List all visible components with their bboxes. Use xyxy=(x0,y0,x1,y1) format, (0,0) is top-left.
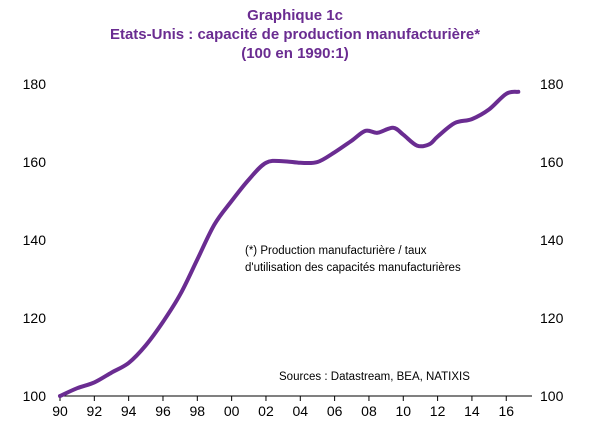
footnote-line-2: d'utilisation des capacités manufacturiè… xyxy=(245,262,461,274)
y-tick-label-left: 100 xyxy=(23,388,47,404)
chart-series xyxy=(58,89,521,398)
chart-ticks: 90 92 94 96 98 00 02 04 06 08 10 12 14 16 100 100 120 120… xyxy=(23,76,564,419)
x-tick-label: 92 xyxy=(87,403,103,419)
series-line xyxy=(58,89,521,398)
x-tick-label: 00 xyxy=(224,403,240,419)
x-tick-label: 04 xyxy=(293,403,309,419)
y-tick-label-left: 120 xyxy=(23,310,47,326)
y-tick-label-right: 180 xyxy=(540,76,564,92)
y-tick-label-right: 160 xyxy=(540,154,564,170)
y-tick-label-left: 180 xyxy=(23,76,47,92)
y-tick-label-right: 100 xyxy=(540,388,564,404)
x-tick-label: 08 xyxy=(361,403,377,419)
x-tick-label: 16 xyxy=(498,403,514,419)
chart-subtitle: Etats-Unis : capacité de production manu… xyxy=(109,26,481,43)
x-tick-label: 90 xyxy=(52,403,68,419)
y-tick-label-left: 140 xyxy=(23,232,47,248)
x-tick-label: 96 xyxy=(155,403,171,419)
x-tick-label: 10 xyxy=(395,403,411,419)
y-tick-label-left: 160 xyxy=(23,154,47,170)
x-tick-label: 94 xyxy=(121,403,137,419)
y-tick-label-right: 140 xyxy=(540,232,564,248)
sources-note: Sources : Datastream, BEA, NATIXIS xyxy=(279,371,470,383)
y-tick-label-right: 120 xyxy=(540,310,564,326)
chart-subtitle-base: (100 en 1990:1) xyxy=(241,45,349,62)
footnote-line-1: (*) Production manufacturière / taux xyxy=(245,245,427,257)
x-tick-label: 06 xyxy=(327,403,343,419)
chart-title: Graphique 1c xyxy=(247,7,343,24)
x-tick-label: 14 xyxy=(464,403,480,419)
x-tick-label: 12 xyxy=(430,403,446,419)
x-tick-label: 02 xyxy=(258,403,274,419)
x-tick-label: 98 xyxy=(190,403,206,419)
